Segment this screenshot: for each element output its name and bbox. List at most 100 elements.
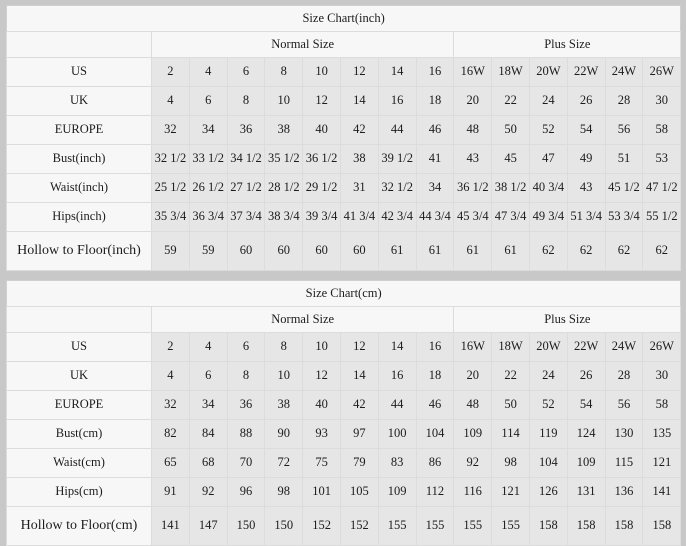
table-cell: 136 [604,477,644,507]
table-cell: 25 1/2 [151,173,190,203]
table-cell: 43 [453,144,493,174]
table-cell: 26 [566,361,606,391]
section-header-spacer [6,306,152,333]
row-label: Bust(inch) [6,144,152,174]
table-cell: 54 [566,390,606,420]
row-label: UK [6,86,152,116]
table-cell: 49 3/4 [528,202,568,232]
table-cell: 141 [642,477,682,507]
row-label: EUROPE [6,390,152,420]
table-cell: 32 [151,390,190,420]
table-cell: 34 [415,173,455,203]
table-cell: 48 [453,390,493,420]
table-cell: 28 [604,86,644,116]
table-cell: 59 [151,231,190,271]
table-cell: 52 [528,115,568,145]
table-cell: 12 [339,332,379,362]
table-cell: 45 3/4 [453,202,493,232]
table-cell: 16 [415,332,455,362]
table-cell: 55 1/2 [642,202,682,232]
table-cell: 39 1/2 [377,144,417,174]
section-header-row: Normal Size Plus Size [6,31,682,58]
table-cell: 53 [642,144,682,174]
table-cell: 91 [151,477,190,507]
table-cell: 30 [642,361,682,391]
table-cell: 116 [453,477,493,507]
table-cell: 14 [339,86,379,116]
table-cell: 33 1/2 [188,144,228,174]
table-cell: 47 3/4 [491,202,530,232]
table-cell: 152 [339,506,379,546]
table-cell: 44 [377,390,417,420]
section-header-normal-size: Normal Size [150,306,455,333]
table-cell: 61 [415,231,455,271]
table-cell: 147 [188,506,228,546]
chart-title: Size Chart(cm) [5,280,682,307]
table-cell: 2 [151,57,190,87]
table-cell: 24W [604,57,644,87]
table-cell: 14 [339,361,379,391]
table-cell: 131 [566,477,606,507]
section-header-plus-size: Plus Size [453,306,682,333]
table-cell: 45 [491,144,530,174]
table-cell: 53 3/4 [604,202,644,232]
table-cell: 130 [604,419,644,449]
table-cell: 28 1/2 [264,173,304,203]
table-cell: 38 [264,390,304,420]
table-cell: 97 [339,419,379,449]
table-cell: 24W [604,332,644,362]
table-cell: 158 [604,506,644,546]
table-cell: 92 [188,477,228,507]
table-cell: 34 [188,115,228,145]
table-cell: 50 [491,390,530,420]
table-cell: 60 [302,231,341,271]
row-label: Hips(cm) [6,477,152,507]
table-cell: 121 [491,477,530,507]
table-cell: 100 [377,419,417,449]
table-cell: 155 [377,506,417,546]
table-cell: 83 [377,448,417,478]
row-label: Waist(cm) [6,448,152,478]
table-row: US 2 4 6 8 10 12 14 16 16W 18W 20W 22W 24W 26W [6,332,682,362]
table-cell: 48 [453,115,493,145]
table-cell: 20 [453,361,493,391]
table-cell: 72 [264,448,304,478]
table-cell: 75 [302,448,341,478]
section-header-row: Normal Size Plus Size [6,306,682,333]
table-cell: 104 [528,448,568,478]
table-cell: 41 3/4 [339,202,379,232]
table-cell: 109 [453,419,493,449]
table-cell: 42 3/4 [377,202,417,232]
table-cell: 37 3/4 [226,202,266,232]
table-cell: 24 [528,361,568,391]
table-row: EUROPE 32 34 36 38 40 42 44 46 48 50 52 54 56 58 [6,115,682,145]
table-cell: 22W [566,57,606,87]
table-cell: 32 1/2 [377,173,417,203]
table-cell: 109 [566,448,606,478]
table-cell: 32 1/2 [151,144,190,174]
table-cell: 20 [453,86,493,116]
table-cell: 24 [528,86,568,116]
size-table-cm-body: Size Chart(cm) Normal Size Plus Size US 2 4 6 8… [5,280,682,546]
table-row: UK 4 6 8 10 12 14 16 18 20 22 24 26 28 30 [6,361,682,391]
table-cell: 6 [226,57,266,87]
table-cell: 158 [528,506,568,546]
table-cell: 38 3/4 [264,202,304,232]
table-cell: 93 [302,419,341,449]
table-cell: 12 [302,361,341,391]
row-label: Hollow to Floor(cm) [6,506,152,546]
row-label: Hollow to Floor(inch) [6,231,152,271]
table-cell: 8 [226,86,266,116]
table-cell: 59 [188,231,228,271]
chart-title: Size Chart(inch) [5,5,682,32]
table-cell: 155 [453,506,493,546]
table-cell: 98 [264,477,304,507]
table-cell: 34 1/2 [226,144,266,174]
table-cell: 46 [415,390,455,420]
table-cell: 155 [415,506,455,546]
table-cell: 16 [377,361,417,391]
table-cell: 56 [604,115,644,145]
row-label: US [6,57,152,87]
table-cell: 18W [491,332,530,362]
row-label: Waist(inch) [6,173,152,203]
